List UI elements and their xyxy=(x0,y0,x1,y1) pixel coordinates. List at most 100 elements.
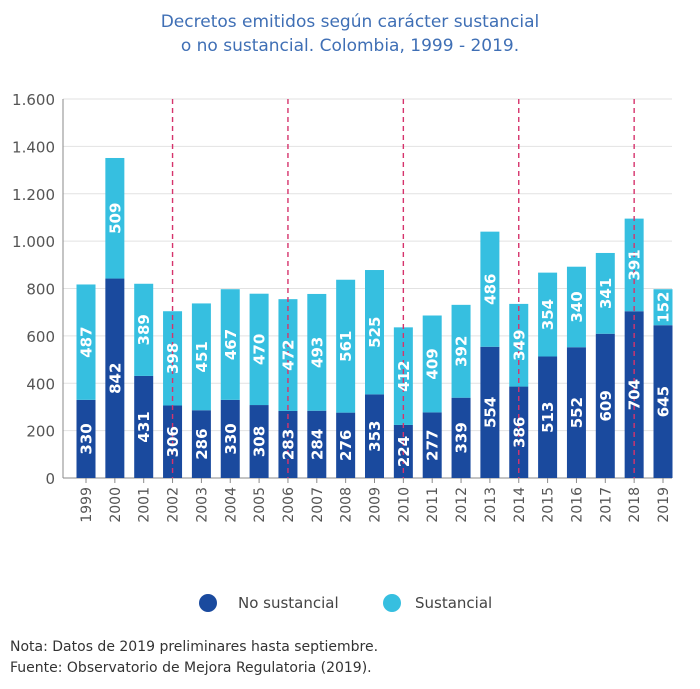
bar-no-sustancial-2018 xyxy=(624,311,644,478)
value-label-no-sustancial-2019: 645 xyxy=(655,386,673,417)
x-tick-label-2008: 2008 xyxy=(339,487,355,523)
bar-sustancial-2011 xyxy=(422,315,442,413)
chart-title-line-2: o no sustancial. Colombia, 1999 - 2019. xyxy=(180,36,520,56)
value-label-no-sustancial-2009: 353 xyxy=(366,421,384,452)
value-label-no-sustancial-2005: 308 xyxy=(251,426,269,457)
y-tick-label: 1.600 xyxy=(12,91,55,109)
x-tick-label-2010: 2010 xyxy=(396,487,412,523)
x-tick-label-2003: 2003 xyxy=(194,487,210,523)
bar-no-sustancial-2016 xyxy=(566,347,586,478)
bar-no-sustancial-2000 xyxy=(105,278,125,478)
bar-sustancial-2004 xyxy=(220,289,240,400)
y-tick-label: 1.400 xyxy=(12,138,55,156)
value-label-sustancial-2013: 486 xyxy=(481,274,499,305)
value-label-no-sustancial-2015: 513 xyxy=(539,402,557,433)
legend-label-no-sustancial: No sustancial xyxy=(238,594,339,612)
value-label-no-sustancial-2014: 386 xyxy=(510,417,528,448)
value-label-sustancial-2002: 398 xyxy=(164,343,182,374)
value-label-sustancial-2008: 561 xyxy=(337,331,355,362)
note-text: Nota: Datos de 2019 preliminares hasta s… xyxy=(10,639,379,655)
value-label-sustancial-2001: 389 xyxy=(135,314,153,345)
bar-sustancial-2009 xyxy=(365,270,384,395)
bar-sustancial-2016 xyxy=(566,266,586,348)
x-tick-label-2004: 2004 xyxy=(223,487,239,523)
x-tick-label-2005: 2005 xyxy=(252,487,268,523)
bar-no-sustancial-2013 xyxy=(480,346,500,478)
bar-no-sustancial-2001 xyxy=(134,375,154,478)
y-tick-label: 800 xyxy=(26,281,55,299)
bar-sustancial-2000 xyxy=(105,157,125,279)
x-tick-label-2011: 2011 xyxy=(425,487,441,523)
value-label-sustancial-2007: 493 xyxy=(308,337,326,368)
value-label-no-sustancial-2011: 277 xyxy=(424,430,442,461)
x-tick-label-1999: 1999 xyxy=(79,487,95,523)
bar-sustancial-2001 xyxy=(134,283,154,376)
bar-sustancial-2013 xyxy=(480,231,500,347)
bar-no-sustancial-2017 xyxy=(595,333,615,478)
bar-sustancial-2003 xyxy=(191,303,211,411)
x-tick-label-2018: 2018 xyxy=(627,487,643,523)
bar-no-sustancial-2009 xyxy=(365,394,384,478)
chart-notes: Nota: Datos de 2019 preliminares hasta s… xyxy=(10,637,378,679)
bar-sustancial-2005 xyxy=(249,293,269,406)
value-label-no-sustancial-2004: 330 xyxy=(222,423,240,454)
bar-no-sustancial-2005 xyxy=(249,405,269,478)
y-tick-label: 1.000 xyxy=(12,233,55,251)
legend-label-sustancial: Sustancial xyxy=(415,594,492,612)
value-label-sustancial-2005: 470 xyxy=(251,334,269,365)
value-label-no-sustancial-2010: 224 xyxy=(395,436,413,467)
y-tick-label: 600 xyxy=(26,328,55,346)
value-label-sustancial-2015: 354 xyxy=(539,299,557,330)
legend-marker-sustancial xyxy=(383,594,401,612)
x-tick-label-2012: 2012 xyxy=(454,487,470,523)
legend-marker-no-sustancial xyxy=(199,594,217,612)
value-label-sustancial-2017: 341 xyxy=(597,278,615,309)
value-label-sustancial-2010: 412 xyxy=(395,360,413,391)
source-text: Fuente: Observatorio de Mejora Regulator… xyxy=(10,660,372,676)
value-label-no-sustancial-2002: 306 xyxy=(164,426,182,457)
value-label-no-sustancial-2018: 704 xyxy=(626,379,644,410)
value-label-no-sustancial-2000: 842 xyxy=(106,363,124,394)
value-label-sustancial-2012: 392 xyxy=(453,336,471,367)
value-label-sustancial-2000: 509 xyxy=(106,203,124,234)
value-label-sustancial-2004: 467 xyxy=(222,329,240,360)
y-tick-label: 1.200 xyxy=(12,186,55,204)
value-label-no-sustancial-2003: 286 xyxy=(193,428,211,459)
bar-sustancial-2010 xyxy=(393,327,413,425)
y-tick-label: 400 xyxy=(26,375,55,393)
bar-sustancial-2019 xyxy=(653,289,673,326)
x-tick-label-2015: 2015 xyxy=(541,487,557,523)
bar-sustancial-1999 xyxy=(76,284,96,400)
bar-no-sustancial-2012 xyxy=(451,397,471,478)
x-tick-label-2017: 2017 xyxy=(598,487,614,523)
bar-sustancial-2012 xyxy=(451,304,471,398)
chart-title-line-1: Decretos emitidos según carácter sustanc… xyxy=(160,12,540,32)
x-tick-label-2013: 2013 xyxy=(483,487,499,523)
x-tick-label-2019: 2019 xyxy=(656,487,672,523)
bar-sustancial-2007 xyxy=(307,293,327,411)
value-label-no-sustancial-2001: 431 xyxy=(135,411,153,442)
value-label-no-sustancial-1999: 330 xyxy=(78,423,96,454)
value-label-sustancial-2006: 472 xyxy=(279,339,297,370)
bar-sustancial-2015 xyxy=(538,272,558,357)
bar-no-sustancial-2004 xyxy=(220,399,240,478)
value-label-sustancial-2014: 349 xyxy=(510,330,528,361)
value-label-no-sustancial-2008: 276 xyxy=(337,430,355,461)
bar-sustancial-2017 xyxy=(595,252,615,334)
value-label-sustancial-1999: 487 xyxy=(78,326,96,357)
x-tick-label-2002: 2002 xyxy=(166,487,182,523)
value-label-no-sustancial-2016: 552 xyxy=(568,397,586,428)
bar-no-sustancial-2015 xyxy=(538,356,558,478)
value-label-sustancial-2009: 525 xyxy=(366,317,384,348)
value-label-sustancial-2003: 451 xyxy=(193,341,211,372)
value-label-no-sustancial-2017: 609 xyxy=(597,390,615,421)
value-label-sustancial-2018: 391 xyxy=(626,249,644,280)
chart-title: Decretos emitidos según carácter sustanc… xyxy=(0,10,700,58)
x-tick-label-2000: 2000 xyxy=(108,487,124,523)
value-label-no-sustancial-2012: 339 xyxy=(453,422,471,453)
bar-no-sustancial-2019 xyxy=(653,325,673,478)
value-label-sustancial-2016: 340 xyxy=(568,291,586,322)
value-label-no-sustancial-2013: 554 xyxy=(481,397,499,428)
value-label-no-sustancial-2007: 284 xyxy=(308,429,326,460)
